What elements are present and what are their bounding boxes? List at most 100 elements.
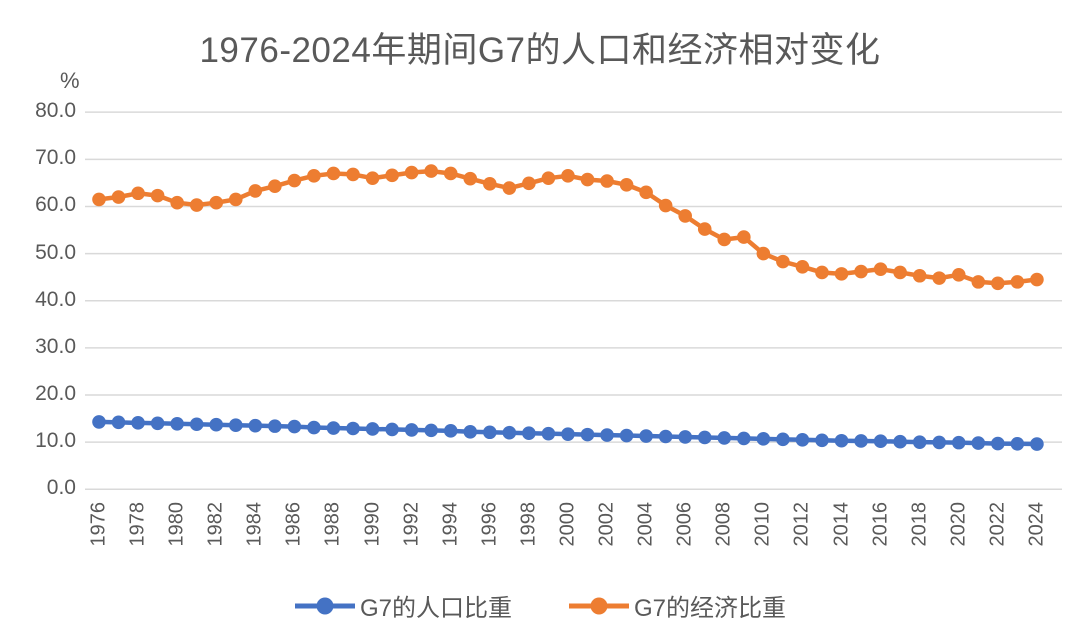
x-tick-label: 1994 (439, 502, 462, 547)
data-point (717, 431, 732, 445)
data-point (795, 433, 810, 447)
y-tick-label: 50.0 (35, 240, 76, 264)
data-point (795, 259, 810, 274)
data-point (912, 268, 927, 283)
x-tick-label: 1978 (126, 502, 149, 547)
y-axis-unit-label: % (60, 68, 80, 93)
legend-label-economy: G7的经济比重 (634, 595, 787, 622)
line-marker-icon (294, 597, 355, 614)
data-point (815, 433, 829, 448)
data-point (463, 171, 478, 186)
data-point (365, 171, 380, 185)
x-tick-label: 2002 (595, 502, 618, 547)
data-point (776, 254, 790, 269)
data-point (522, 176, 536, 191)
data-point (658, 429, 673, 444)
y-tick-label: 80.0 (35, 99, 76, 123)
data-point (658, 198, 673, 213)
x-tick-label: 2006 (673, 502, 696, 547)
data-point (92, 415, 106, 429)
x-tick-label: 1984 (243, 502, 266, 547)
x-tick-label: 1988 (321, 502, 344, 547)
data-point (209, 417, 224, 432)
data-point (346, 167, 360, 182)
data-point (737, 431, 751, 446)
data-point (678, 430, 692, 444)
data-point (111, 190, 126, 204)
data-point (189, 417, 204, 432)
data-point (717, 232, 732, 247)
line-marker-icon (569, 597, 629, 614)
x-tick-label: 1976 (87, 502, 110, 547)
data-point (834, 267, 849, 281)
y-tick-label: 0.0 (46, 476, 76, 500)
data-point (756, 432, 771, 446)
data-point (854, 264, 868, 279)
data-point (307, 169, 321, 183)
data-point (1030, 272, 1044, 287)
data-point (248, 418, 263, 433)
data-point (873, 434, 888, 449)
data-point (1030, 437, 1044, 451)
data-point (92, 192, 106, 207)
x-tick-label: 2000 (556, 502, 579, 547)
data-point (1010, 275, 1025, 289)
data-point (365, 422, 380, 436)
data-point (385, 422, 399, 437)
x-tick-label: 1980 (165, 502, 188, 547)
data-point (541, 426, 556, 441)
data-point (873, 262, 888, 276)
data-point (483, 425, 497, 440)
data-point (580, 172, 595, 187)
chart-title: 1976-2024年期间G7的人口和经济相对变化 (199, 31, 881, 70)
data-point (404, 165, 419, 180)
data-point (932, 435, 947, 450)
data-point (228, 418, 243, 432)
data-point (404, 423, 419, 437)
data-point (209, 195, 224, 210)
x-tick-label: 1992 (400, 502, 423, 547)
data-point (522, 426, 536, 441)
data-point (268, 179, 282, 193)
data-point (424, 164, 438, 178)
data-point (697, 222, 712, 236)
data-point (483, 177, 497, 191)
data-point (932, 271, 947, 285)
legend-item-population: G7的人口比重 (294, 588, 512, 623)
x-tick-label: 1986 (282, 502, 305, 547)
data-point (287, 419, 302, 434)
series-line-economy (98, 168, 1038, 286)
data-point (170, 195, 184, 210)
data-point (170, 416, 184, 431)
data-point (893, 265, 907, 280)
x-tick-label: 1982 (204, 502, 227, 547)
data-point (268, 419, 282, 433)
data-point (307, 420, 321, 435)
data-point (951, 268, 966, 282)
data-point (854, 434, 868, 448)
x-tick-label: 2010 (751, 502, 774, 547)
data-point (697, 430, 712, 445)
y-tick-label: 60.0 (35, 193, 76, 217)
data-point (1010, 437, 1025, 451)
data-point (815, 265, 829, 280)
data-point (287, 173, 302, 188)
data-point (150, 188, 165, 203)
data-point (971, 436, 986, 450)
x-tick-label: 2020 (947, 502, 970, 547)
data-point (150, 416, 165, 431)
data-point (541, 171, 556, 185)
data-point (639, 429, 653, 443)
y-tick-label: 70.0 (35, 146, 76, 170)
data-point (600, 428, 614, 442)
data-point (951, 435, 966, 450)
data-point (776, 432, 790, 447)
data-point (971, 275, 986, 289)
data-point (678, 209, 692, 223)
data-point (600, 174, 614, 188)
x-tick-label: 2014 (830, 502, 853, 547)
legend-item-economy: G7的经济比重 (568, 588, 786, 623)
data-point (991, 276, 1005, 291)
